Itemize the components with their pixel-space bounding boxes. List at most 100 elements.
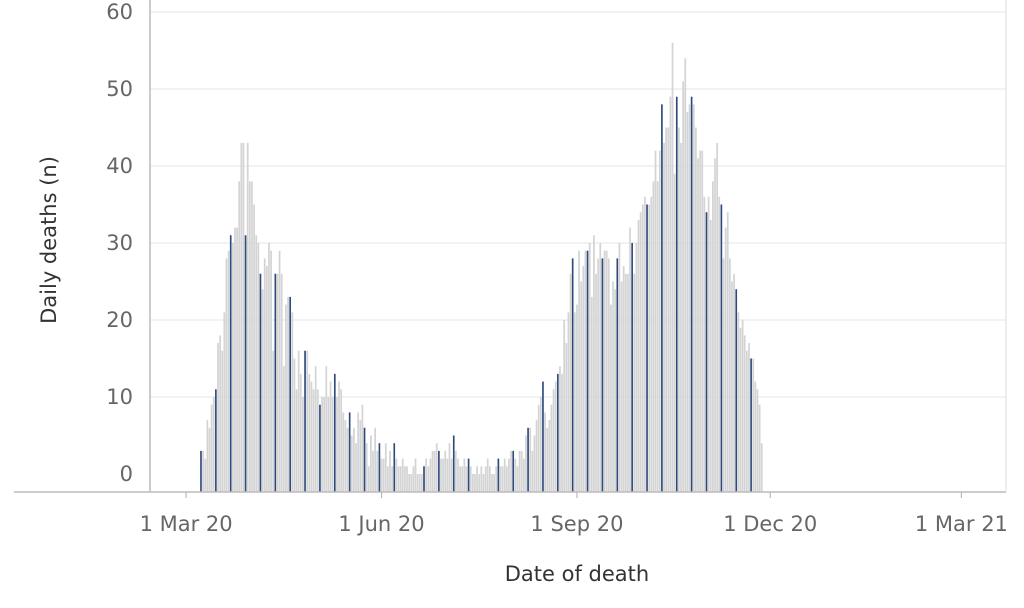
daily-bar [261, 289, 264, 492]
daily-bar [733, 273, 735, 492]
daily-bar [240, 142, 243, 492]
daily-bar [686, 112, 689, 492]
daily-bar [635, 243, 638, 492]
daily-bar [469, 466, 472, 492]
daily-bar [537, 404, 540, 492]
daily-bar [539, 397, 542, 492]
daily-bar [427, 466, 430, 492]
daily-bar [641, 204, 644, 492]
daily-bar [471, 474, 474, 492]
daily-bar [391, 466, 394, 492]
daily-bar [620, 281, 623, 492]
daily-bar [370, 435, 372, 492]
daily-bar [520, 450, 523, 492]
daily-bar [716, 142, 718, 492]
daily-bar [412, 466, 415, 492]
daily-bar [221, 350, 224, 492]
daily-bar [355, 443, 357, 492]
daily-bar [397, 466, 400, 492]
y-tick-label: 0 [120, 462, 133, 486]
daily-bar [709, 219, 712, 492]
daily-bar [518, 450, 521, 492]
daily-bar [316, 389, 319, 492]
daily-bar [408, 474, 411, 492]
daily-bar [758, 404, 761, 492]
daily-bar [548, 420, 551, 492]
daily-bar [637, 219, 640, 492]
gridlines [150, 11, 1006, 498]
x-tick-labels: 1 Mar 20 1 Jun 20 1 Sep 20 1 Dec 20 1 Mar 21 [140, 512, 1008, 536]
daily-bar [272, 350, 275, 492]
daily-bar [314, 366, 317, 492]
daily-bar [287, 296, 289, 492]
daily-bar [340, 389, 343, 492]
daily-bar [650, 196, 653, 493]
daily-bar [399, 466, 402, 492]
daily-bar [406, 466, 408, 492]
daily-bar [488, 466, 491, 492]
y-tick-label: 30 [106, 231, 133, 255]
daily-bar [731, 281, 733, 492]
daily-bar [618, 243, 621, 492]
daily-bar [278, 250, 281, 492]
daily-bar [433, 450, 436, 492]
daily-bar [450, 458, 453, 492]
x-tick-label: 1 Mar 20 [140, 512, 233, 536]
daily-bar [508, 458, 510, 492]
daily-bar [225, 258, 228, 492]
daily-bar [499, 466, 502, 492]
daily-bar [395, 458, 398, 492]
daily-bar [554, 381, 557, 492]
daily-bar [350, 435, 353, 492]
daily-bar [516, 466, 519, 492]
daily-bar [448, 443, 451, 492]
daily-bar [361, 404, 364, 492]
daily-bar [582, 266, 585, 492]
daily-bar [682, 81, 685, 493]
daily-bar [595, 273, 597, 492]
daily-bar [248, 181, 251, 492]
daily-bar [563, 320, 566, 492]
daily-bar [680, 142, 682, 492]
x-tick-label: 1 Dec 20 [723, 512, 817, 536]
daily-bar [465, 466, 468, 492]
daily-bar [217, 343, 219, 492]
daily-bar [325, 366, 328, 492]
daily-bar [367, 466, 370, 492]
daily-bar [476, 466, 478, 492]
daily-bar [401, 458, 404, 492]
daily-bar [299, 373, 302, 492]
daily-bar [697, 158, 699, 493]
daily-bar [236, 227, 238, 492]
daily-bar [699, 150, 702, 492]
daily-bar [257, 243, 260, 492]
daily-bar [212, 397, 215, 492]
daily-bar [480, 466, 483, 492]
daily-bar [590, 296, 593, 492]
x-tick-label: 1 Jun 20 [338, 512, 424, 536]
bars [200, 42, 763, 493]
daily-bar [365, 443, 368, 492]
daily-bar [622, 266, 625, 492]
daily-bar [573, 312, 576, 492]
daily-bar [431, 450, 434, 492]
daily-bar [297, 350, 300, 492]
daily-bar [737, 312, 740, 492]
daily-bar [342, 412, 345, 492]
daily-bar [605, 250, 608, 492]
daily-bar [522, 458, 525, 492]
y-tick-label: 40 [106, 154, 133, 178]
daily-bar [461, 466, 464, 492]
daily-bar [760, 443, 763, 492]
daily-bar [644, 196, 646, 493]
daily-bar [703, 196, 706, 493]
daily-bar [544, 412, 546, 492]
daily-bar [671, 42, 674, 493]
daily-bar [584, 250, 587, 492]
daily-bar [206, 420, 209, 492]
daily-bar [389, 450, 391, 492]
daily-bar [525, 435, 527, 492]
daily-bar [331, 397, 334, 492]
daily-bar [748, 343, 750, 492]
daily-bar [380, 458, 383, 492]
